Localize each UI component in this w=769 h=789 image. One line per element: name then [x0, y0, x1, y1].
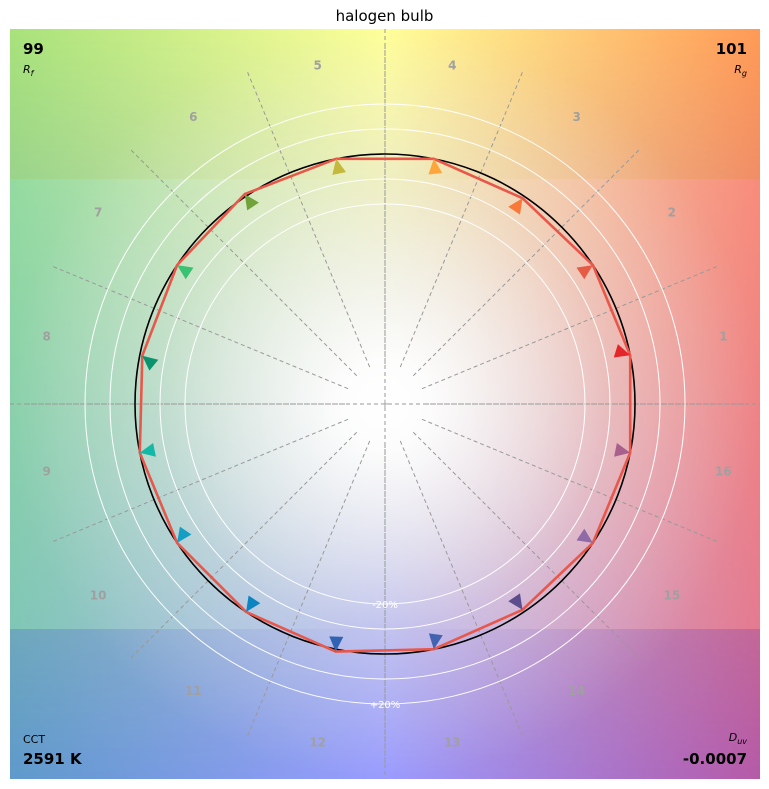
ring-label-inner: -20%	[372, 600, 398, 611]
hue-bin-label: 7	[94, 205, 102, 219]
color-vector-graphic: + 1 2 3 4 5 6 7 8 9 10 11 12 13 14 15 16 -20% +20% 99 Rf…	[10, 29, 760, 779]
rf-value: 99	[23, 40, 44, 58]
reference-circle	[134, 153, 636, 655]
hue-shift-arrow	[177, 526, 192, 543]
hue-bin-label: 6	[189, 110, 197, 124]
center-plus: +	[380, 397, 391, 412]
hue-shift-arrow	[508, 198, 523, 215]
hue-bin-label: 3	[572, 110, 580, 124]
hue-bin-label: 1	[719, 330, 727, 344]
duv-label: Duv	[728, 731, 747, 747]
hue-shift-arrow	[428, 633, 443, 650]
hue-bin-label: 9	[42, 464, 50, 478]
hue-shift-arrow	[508, 593, 523, 610]
hue-shift-arrow	[244, 194, 259, 211]
percent-ring	[159, 178, 611, 630]
cct-label: CCT	[23, 733, 46, 746]
hue-shift-arrow	[329, 636, 344, 652]
hue-bin-boundary	[412, 431, 640, 659]
percent-ring	[84, 103, 686, 705]
hue-bin-label: 16	[715, 464, 732, 478]
hue-bin-label: 4	[448, 59, 456, 73]
rf-label: Rf	[23, 63, 34, 79]
hue-bin-label: 14	[568, 684, 585, 698]
percent-ring	[184, 203, 586, 605]
hue-bin-label: 11	[185, 684, 202, 698]
cct-value: 2591 K	[23, 750, 82, 768]
hue-bin-boundary	[246, 440, 371, 737]
hue-bin-boundary	[52, 265, 349, 390]
hue-shift-arrow	[576, 528, 593, 543]
hue-bin-boundary	[421, 265, 718, 390]
hue-bin-boundary	[130, 431, 358, 659]
hue-shift-arrow	[428, 158, 443, 175]
hue-bin-boundary	[399, 440, 524, 737]
hue-shift-arrow	[614, 443, 631, 457]
hue-shift-arrow	[613, 344, 631, 358]
hue-bin-boundary	[246, 71, 371, 368]
duv-value: -0.0007	[682, 750, 747, 768]
hue-bin-boundary	[412, 149, 640, 377]
hue-bin-label: 2	[668, 205, 676, 219]
hue-bin-label: 13	[444, 735, 461, 749]
hue-bin-label: 12	[309, 735, 326, 749]
hue-shift-arrow	[246, 595, 261, 612]
hue-shift-arrow	[576, 265, 593, 280]
rg-value: 101	[715, 40, 747, 58]
hue-bin-label: 10	[90, 589, 107, 603]
hue-shift-arrow	[139, 443, 156, 457]
ring-label-outer: +20%	[370, 700, 401, 711]
hue-shift-arrow	[177, 265, 194, 280]
hue-bin-label: 15	[664, 589, 681, 603]
hue-shift-arrow	[142, 355, 159, 371]
rg-label: Rg	[734, 63, 747, 79]
chart-title: halogen bulb	[335, 7, 434, 25]
hue-bin-label: 5	[314, 59, 322, 73]
hue-bin-boundary	[52, 418, 349, 543]
hue-shift-arrow	[332, 158, 346, 175]
hue-bin-boundary	[399, 71, 524, 368]
hue-bin-boundary	[421, 418, 718, 543]
hue-bin-label: 8	[42, 330, 50, 344]
percent-ring	[109, 128, 661, 680]
hue-bin-boundary	[130, 149, 358, 377]
